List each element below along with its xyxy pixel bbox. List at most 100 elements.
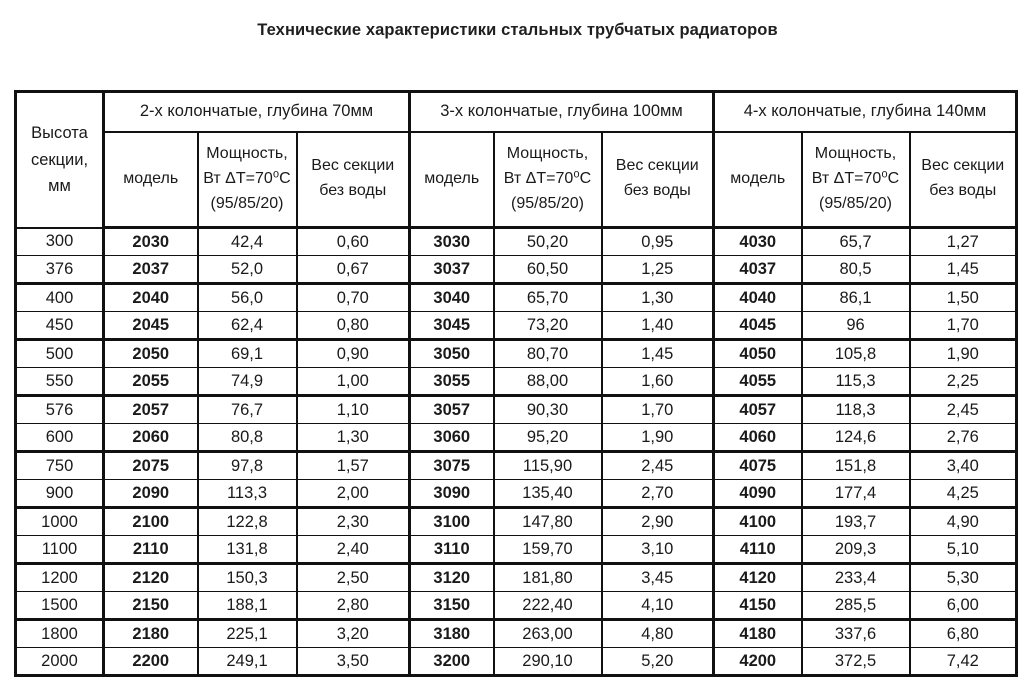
cell-power: 372,5: [800, 647, 911, 677]
cell-weight: 4,90: [908, 507, 1018, 536]
cell-power: 233,4: [800, 563, 911, 592]
cell-weight: 1,30: [295, 423, 411, 453]
cell-weight: 5,30: [908, 563, 1018, 592]
cell-power: 65,7: [800, 227, 911, 256]
table-row: 300 2030 42,4 0,60 3030 50,20 0,95 4030 65,7 1,27: [14, 227, 1018, 256]
cell-model: 3180: [408, 619, 495, 648]
cell-power: 52,0: [196, 255, 298, 285]
cell-weight: 3,45: [600, 563, 715, 592]
cell-power: 90,30: [492, 395, 603, 424]
cell-weight: 0,90: [295, 339, 411, 368]
cell-model: 3050: [408, 339, 495, 368]
cell-power: 95,20: [492, 423, 603, 453]
group-header-4col: 4-х колончатые, глубина 140мм: [712, 90, 1018, 133]
cell-model: 4075: [712, 451, 803, 480]
cell-weight: 1,45: [908, 255, 1018, 285]
cell-weight: 2,30: [295, 507, 411, 536]
cell-model: 4040: [712, 283, 803, 312]
cell-model: 2120: [102, 563, 199, 592]
cell-weight: 1,70: [908, 311, 1018, 341]
cell-power: 115,90: [492, 451, 603, 480]
cell-weight: 0,70: [295, 283, 411, 312]
cell-model: 4045: [712, 311, 803, 341]
cell-model: 3037: [408, 255, 495, 285]
cell-model: 3075: [408, 451, 495, 480]
cell-model: 4037: [712, 255, 803, 285]
cell-power: 76,7: [196, 395, 298, 424]
cell-power: 42,4: [196, 227, 298, 256]
cell-weight: 1,57: [295, 451, 411, 480]
cell-power: 135,40: [492, 479, 603, 509]
table-row: 400 2040 56,0 0,70 3040 65,70 1,30 4040 86,1 1,50: [14, 283, 1018, 312]
cell-model: 4090: [712, 479, 803, 509]
cell-height: 550: [14, 367, 105, 397]
cell-weight: 2,45: [908, 395, 1018, 424]
cell-weight: 4,25: [908, 479, 1018, 509]
cell-power: 73,20: [492, 311, 603, 341]
cell-power: 150,3: [196, 563, 298, 592]
cell-power: 96: [800, 311, 911, 341]
group-header-3col: 3-х колончатые, глубина 100мм: [408, 90, 715, 133]
cell-height: 450: [14, 311, 105, 341]
cell-power: 188,1: [196, 591, 298, 621]
cell-power: 181,80: [492, 563, 603, 592]
cell-model: 2057: [102, 395, 199, 424]
cell-height: 300: [14, 227, 105, 256]
cell-power: 263,00: [492, 619, 603, 648]
cell-model: 4055: [712, 367, 803, 397]
cell-model: 2090: [102, 479, 199, 509]
cell-power: 80,8: [196, 423, 298, 453]
cell-model: 2037: [102, 255, 199, 285]
table-row: 900 2090 113,3 2,00 3090 135,40 2,70 4090 177,4 4…: [14, 479, 1018, 509]
cell-weight: 1,30: [600, 283, 715, 312]
corner-header-height: Высота секции, мм: [14, 90, 105, 229]
cell-model: 4100: [712, 507, 803, 536]
page-title: Технические характеристики стальных труб…: [257, 21, 778, 39]
cell-model: 3110: [408, 535, 495, 565]
table-row: 600 2060 80,8 1,30 3060 95,20 1,90 4060 124,6 2,7…: [14, 423, 1018, 453]
table-row: 500 2050 69,1 0,90 3050 80,70 1,45 4050 105,8 1,9…: [14, 339, 1018, 368]
cell-model: 2055: [102, 367, 199, 397]
cell-power: 177,4: [800, 479, 911, 509]
cell-power: 105,8: [800, 339, 911, 368]
sub-header-row: модель Мощность, Вт ΔT=70⁰С (95/85/20) В…: [16, 130, 1018, 229]
cell-power: 86,1: [800, 283, 911, 312]
cell-power: 74,9: [196, 367, 298, 397]
cell-power: 50,20: [492, 227, 603, 256]
cell-height: 1800: [14, 619, 105, 648]
cell-power: 65,70: [492, 283, 603, 312]
cell-weight: 5,10: [908, 535, 1018, 565]
cell-power: 56,0: [196, 283, 298, 312]
cell-weight: 2,90: [600, 507, 715, 536]
table-row: 550 2055 74,9 1,00 3055 88,00 1,60 4055 115,3 2,2…: [14, 367, 1018, 397]
cell-weight: 0,67: [295, 255, 411, 285]
sub-header-model: модель: [102, 130, 199, 229]
cell-model: 4050: [712, 339, 803, 368]
group-header-2col: 2-х колончатые, глубина 70мм: [102, 90, 411, 133]
cell-model: 3120: [408, 563, 495, 592]
radiator-spec-table: Высота секции, мм 2-х колончатые, глубин…: [14, 90, 1018, 677]
cell-weight: 6,00: [908, 591, 1018, 621]
cell-weight: 1,25: [600, 255, 715, 285]
cell-height: 900: [14, 479, 105, 509]
cell-model: 2075: [102, 451, 199, 480]
cell-model: 2030: [102, 227, 199, 256]
cell-model: 3057: [408, 395, 495, 424]
cell-weight: 1,50: [908, 283, 1018, 312]
cell-weight: 0,80: [295, 311, 411, 341]
table-row: 1000 2100 122,8 2,30 3100 147,80 2,90 4100 193,7…: [14, 507, 1018, 536]
cell-weight: 2,70: [600, 479, 715, 509]
cell-power: 222,40: [492, 591, 603, 621]
cell-model: 3200: [408, 647, 495, 677]
cell-model: 4030: [712, 227, 803, 256]
cell-model: 3060: [408, 423, 495, 453]
table-row: 1100 2110 131,8 2,40 3110 159,70 3,10 4110 209,3…: [14, 535, 1018, 565]
cell-power: 147,80: [492, 507, 603, 536]
cell-weight: 1,27: [908, 227, 1018, 256]
cell-power: 122,8: [196, 507, 298, 536]
cell-weight: 0,95: [600, 227, 715, 256]
cell-weight: 4,10: [600, 591, 715, 621]
cell-power: 88,00: [492, 367, 603, 397]
cell-model: 3090: [408, 479, 495, 509]
cell-model: 2150: [102, 591, 199, 621]
